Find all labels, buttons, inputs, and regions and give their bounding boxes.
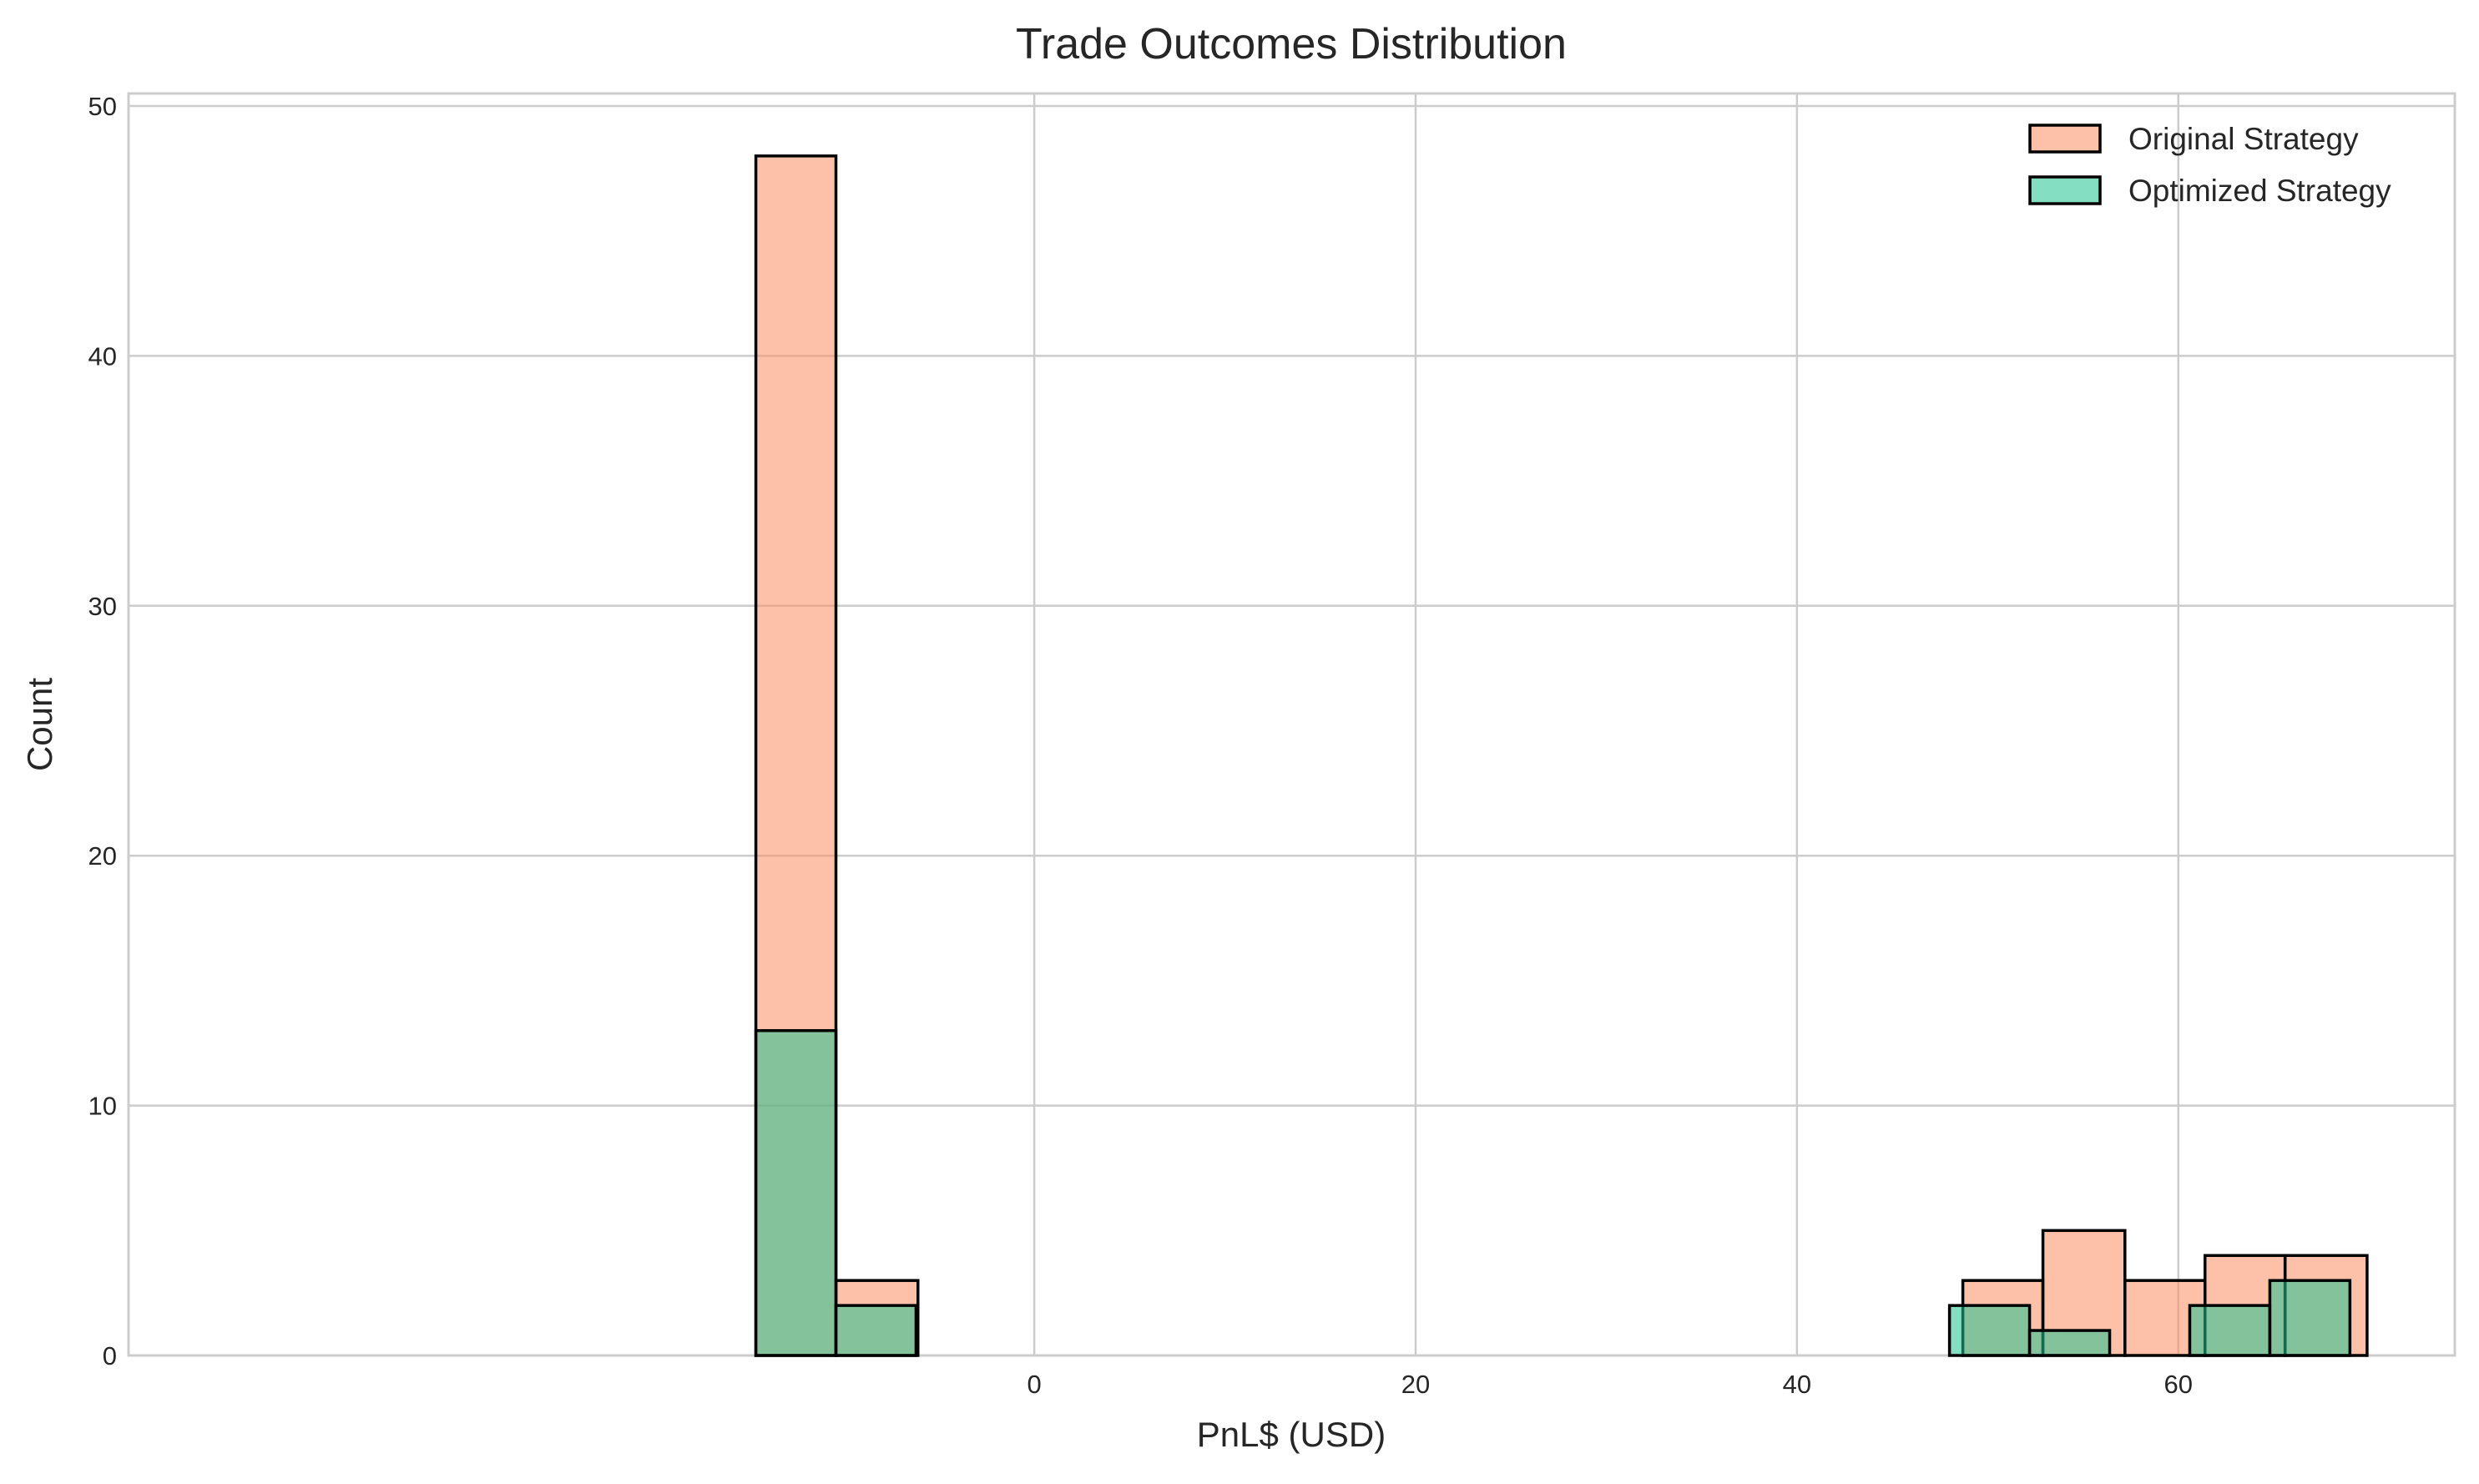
legend-swatch-optimized-strategy xyxy=(2028,175,2102,205)
y-tick-label: 20 xyxy=(88,841,117,871)
grid-lines xyxy=(129,93,2455,1357)
legend: Original Strategy Optimized Strategy xyxy=(2028,122,2391,208)
x-tick-label: 40 xyxy=(1783,1370,1811,1399)
legend-swatch-original-strategy xyxy=(2028,124,2102,154)
y-tick-label: 50 xyxy=(88,92,117,121)
optimized-strategy-bar xyxy=(1947,1304,2032,1357)
y-tick-label: 10 xyxy=(88,1092,117,1121)
x-tick-label: 0 xyxy=(1027,1370,1041,1399)
histogram-bars xyxy=(754,154,2369,1357)
legend-label-original-strategy: Original Strategy xyxy=(2128,122,2359,156)
y-tick-label: 30 xyxy=(88,592,117,621)
chart-title: Trade Outcomes Distribution xyxy=(1016,20,1567,68)
optimized-strategy-bar xyxy=(754,1029,838,1357)
optimized-strategy-bar xyxy=(834,1304,918,1357)
optimized-strategy-bar xyxy=(2027,1329,2112,1357)
optimized-strategy-bar xyxy=(2268,1279,2352,1357)
optimized-strategy-bar xyxy=(2188,1304,2272,1357)
y-axis-title: Count xyxy=(20,678,59,771)
y-tick-label: 40 xyxy=(88,341,117,371)
plot-area xyxy=(127,92,2456,1357)
x-axis-title: PnL$ (USD) xyxy=(1197,1415,1386,1454)
y-tick-label: 0 xyxy=(103,1341,117,1370)
x-tick-label: 20 xyxy=(1401,1370,1430,1399)
axis-ticks: 0 20 40 60 0 10 20 30 40 50 xyxy=(88,92,2193,1399)
x-tick-label: 60 xyxy=(2164,1370,2193,1399)
legend-label-optimized-strategy: Optimized Strategy xyxy=(2128,174,2391,208)
